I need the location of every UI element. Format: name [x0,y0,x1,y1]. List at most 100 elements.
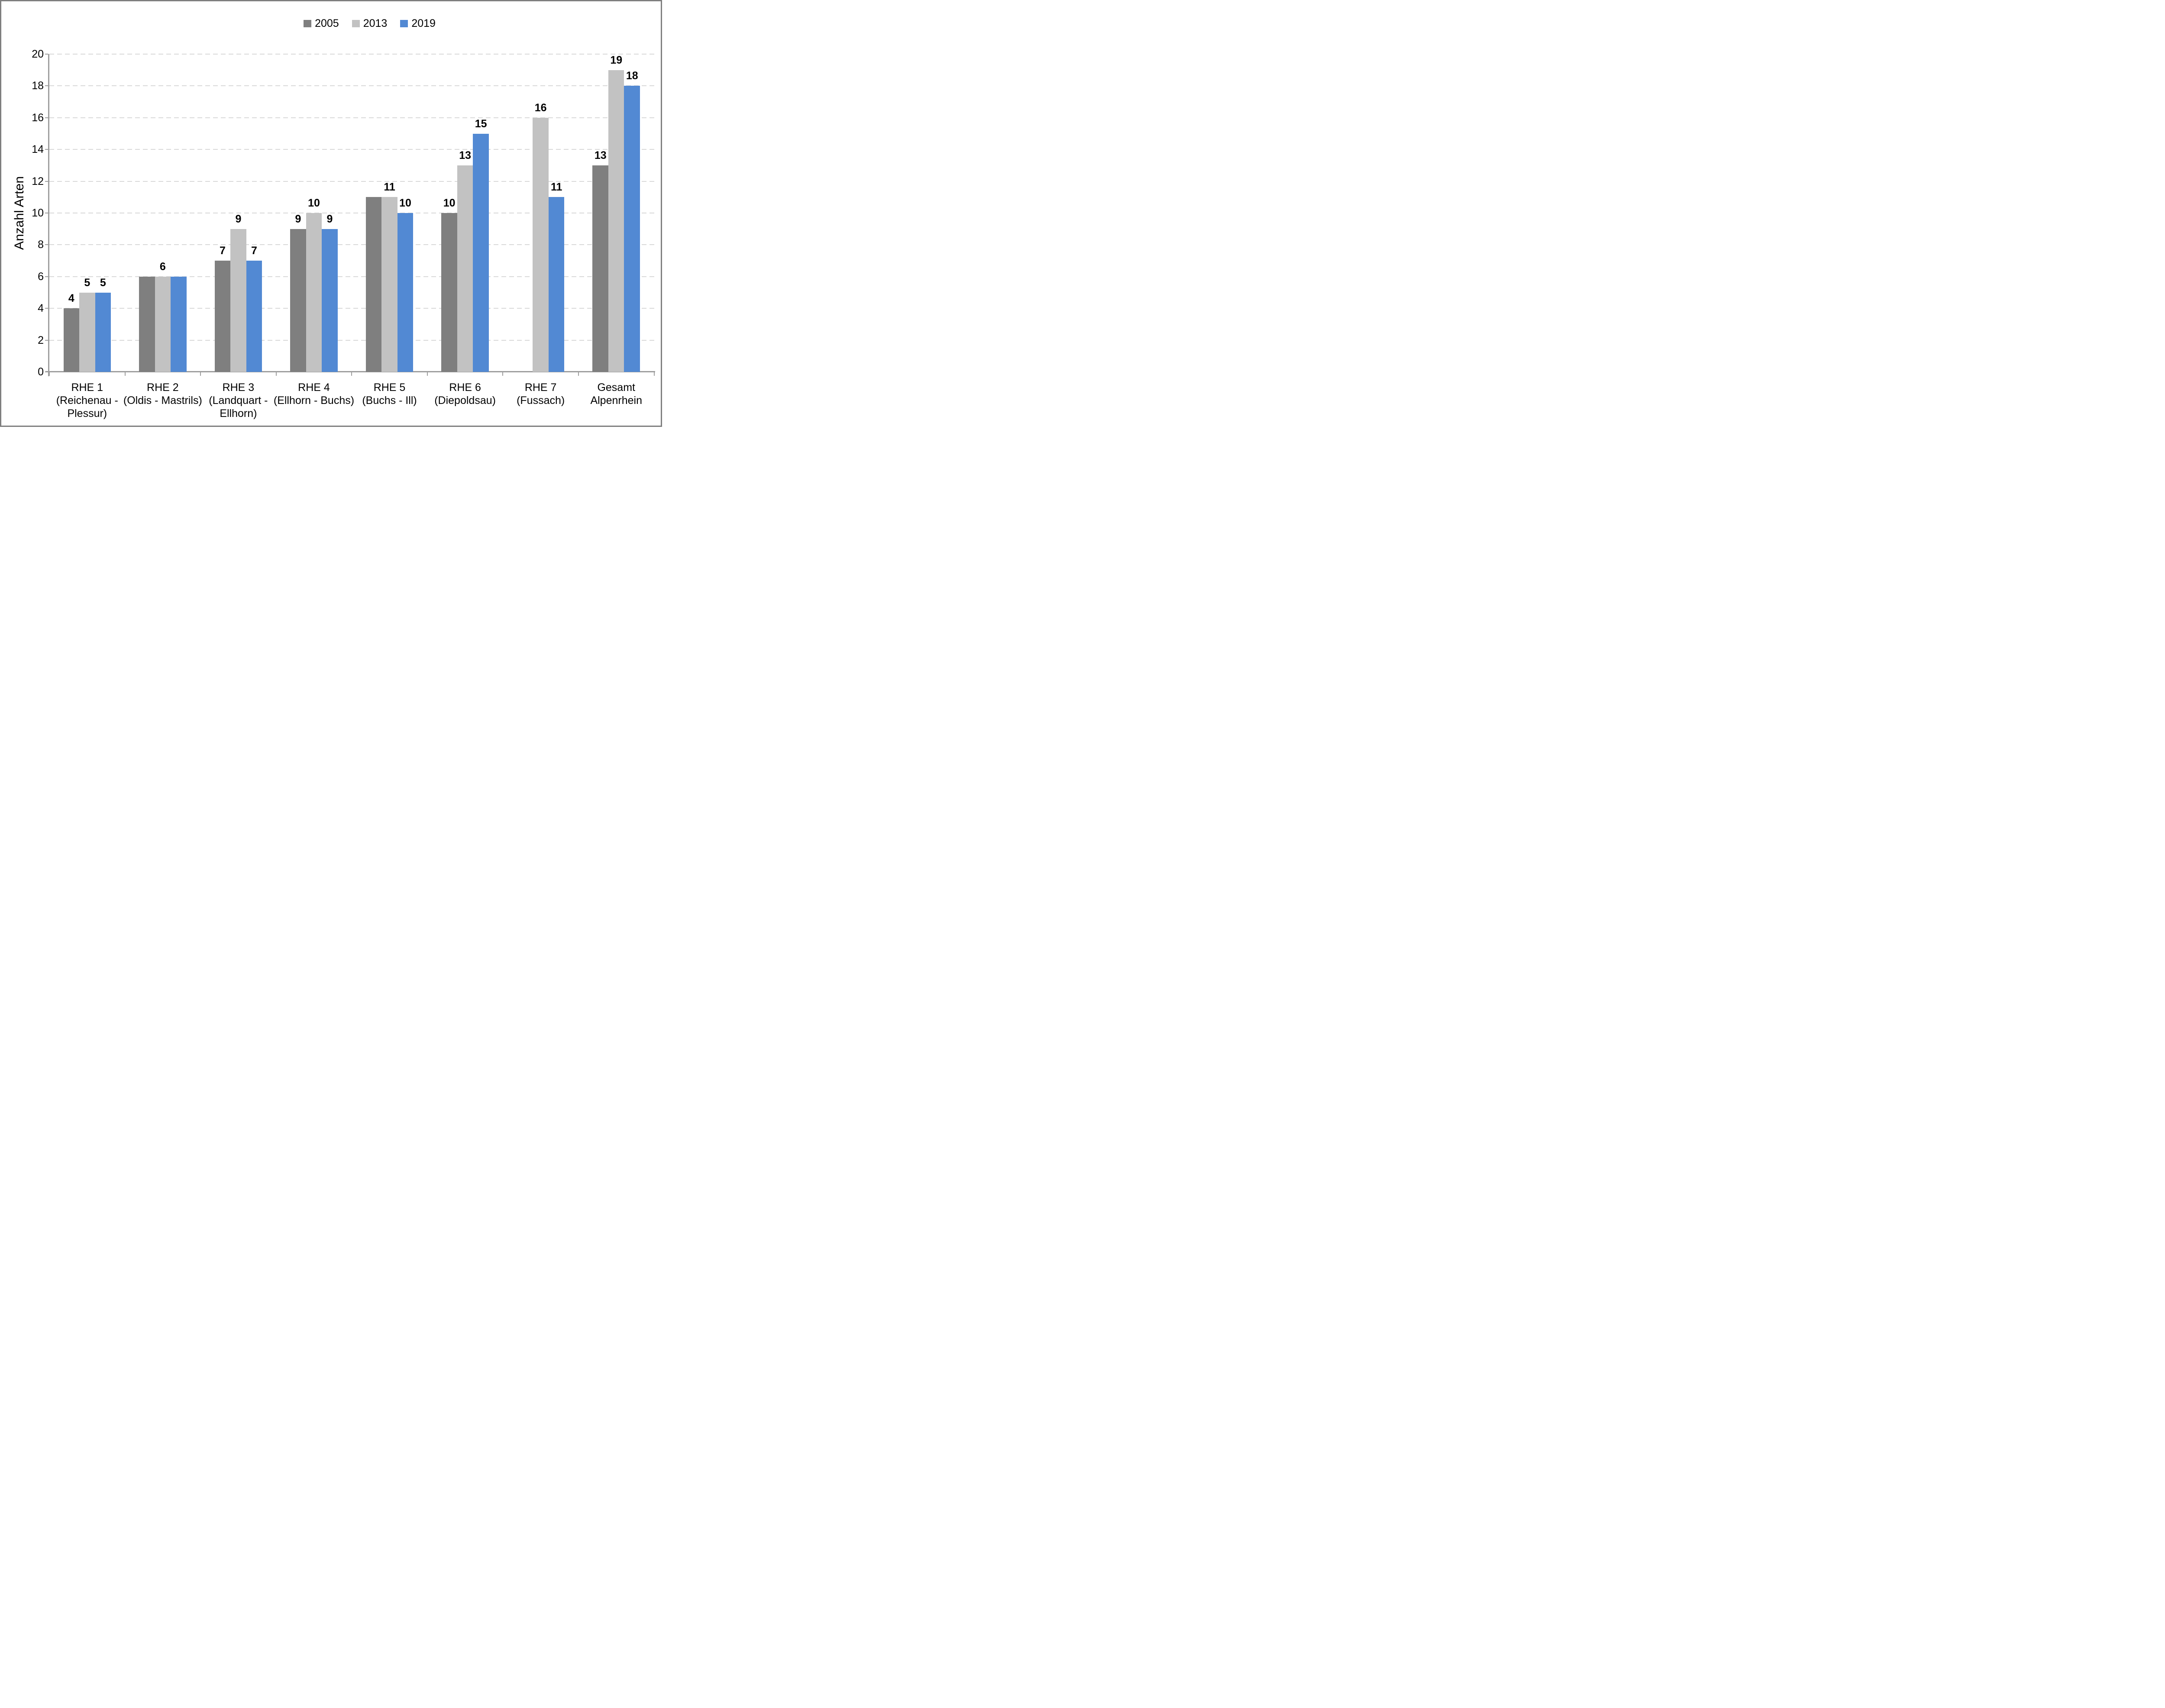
bar-value-label: 13 [594,149,607,161]
bar-value-label: 16 [534,101,547,114]
x-axis-category-label: Gesamt Alpenrhein [590,381,642,407]
bar-2005 [441,213,457,372]
bar-2013 [230,229,246,372]
bar-2005 [365,197,382,372]
bar-2013 [155,276,171,372]
bar-slot: 16 [533,54,549,372]
bar-2013 [608,70,624,372]
legend-swatch-2005-icon [304,19,312,27]
x-axis-tick [578,372,579,376]
y-axis-tick-label: 20 [32,48,44,60]
legend-label-2013: 2013 [363,17,388,29]
legend-label-2019: 2019 [411,17,436,29]
bar-slot [365,54,382,372]
x-axis-category-label: RHE 6 (Diepoldsau) [434,381,496,407]
bar-slot: 4 [63,54,80,372]
y-axis-tick [45,149,48,150]
bar-slot: 13 [592,54,608,372]
gridline [49,85,654,87]
bar-group: 11 10 [352,54,427,372]
y-axis-tick [45,117,48,118]
bar-slot: 9 [290,54,306,372]
bar-slot [517,54,533,372]
bar-2019 [624,86,640,372]
bar-slot: 5 [95,54,111,372]
bar-2005 [290,229,306,372]
bar-slot: 18 [624,54,640,372]
bar-value-label: 4 [68,292,74,305]
bar-group: 6 [125,54,201,372]
bar-2013 [306,213,322,372]
bar-2019 [473,133,489,372]
y-axis-tick-label: 6 [38,270,44,283]
bar-2019 [171,276,187,372]
bar-2019 [397,213,414,372]
gridline [49,181,654,182]
bar-chart: 2005 2013 2019 Anzahl Arten 0 2 4 6 8 10 12 14 1… [0,0,662,427]
bar-value-label: 11 [384,181,395,194]
bar-slot: 6 [155,54,171,372]
bar-slot: 10 [441,54,457,372]
bar-slot: 9 [322,54,338,372]
x-axis-tick [427,372,428,376]
x-axis-tick [124,372,126,376]
gridline [49,308,654,309]
x-axis-line [45,371,655,372]
y-axis-tick [45,276,48,277]
y-axis-tick-label: 0 [38,366,44,378]
legend: 2005 2013 2019 [49,16,654,31]
bar-slot: 13 [457,54,473,372]
y-axis-line [48,54,49,376]
x-axis-category-label: RHE 5 (Buchs - Ill) [362,381,417,407]
bar-value-label: 7 [251,245,257,257]
bar-value-label: 19 [610,54,623,66]
x-axis-tick [502,372,504,376]
bar-slot: 10 [397,54,414,372]
legend-swatch-2013-icon [352,19,360,27]
bar-slot: 15 [473,54,489,372]
bar-2005 [214,261,231,372]
bar-group: 13 19 18 [578,54,654,372]
x-axis-tick [653,372,655,376]
bar-value-label: 9 [235,213,242,225]
gridline [49,54,654,55]
x-axis-tick [49,372,50,376]
x-axis-tick [200,372,201,376]
bar-slot [171,54,187,372]
bar-slot [139,54,155,372]
y-axis-tick-label: 12 [32,175,44,187]
bar-group: 9 10 9 [276,54,352,372]
x-axis-category-label: RHE 2 (Oldis - Mastrils) [123,381,202,407]
gridline [49,339,654,341]
y-axis-tick [45,244,48,245]
legend-item-2019: 2019 [400,17,436,30]
x-axis-tick [275,372,277,376]
bar-slot: 10 [306,54,322,372]
x-axis-category-label: RHE 1 (Reichenau - Plessur) [56,381,118,420]
bar-slot: 5 [79,54,95,372]
bar-group: 10 13 15 [427,54,503,372]
bar-value-label: 11 [550,181,562,194]
bar-group: 7 9 7 [200,54,276,372]
bar-value-label: 9 [295,213,301,225]
y-axis-tick [45,308,48,309]
bar-value-label: 15 [475,117,487,130]
bar-2005 [139,276,155,372]
gridline [49,276,654,277]
bar-2019 [322,229,338,372]
gridline [49,244,654,245]
legend-item-2005: 2005 [304,17,339,30]
bar-value-label: 7 [219,245,226,257]
bar-value-label: 9 [326,213,333,225]
x-axis-category-label: RHE 7 (Fussach) [517,381,565,407]
y-axis-tick [45,371,48,372]
bar-slot: 19 [608,54,624,372]
y-axis-tick-label: 4 [38,302,44,315]
x-axis-category-label: RHE 4 (Ellhorn - Buchs) [273,381,355,407]
bar-group: 16 11 [503,54,578,372]
bar-value-label: 10 [443,197,456,209]
bar-2013 [381,197,397,372]
y-axis-tick-label: 16 [32,111,44,124]
bar-2013 [533,117,549,372]
